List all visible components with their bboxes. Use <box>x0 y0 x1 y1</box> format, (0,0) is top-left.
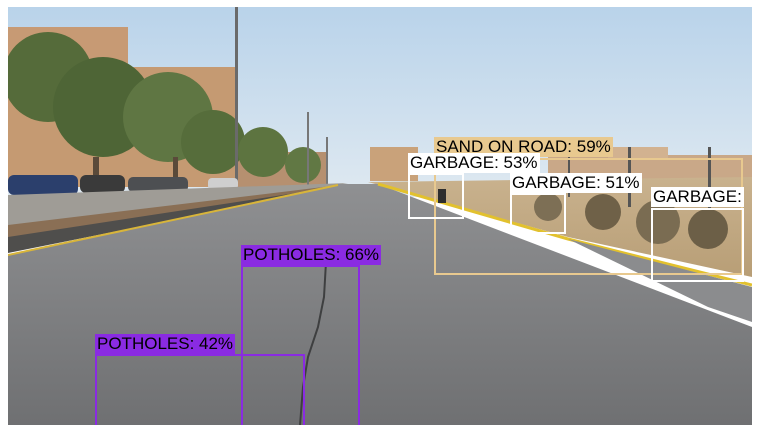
sand-on-road-detection-label: SAND ON ROAD: 59% <box>434 137 613 157</box>
pothole-detection-label-1: POTHOLES: 66% <box>241 245 382 265</box>
pothole-detection-label-2: POTHOLES: 42% <box>95 334 236 354</box>
garbage-detection-box-1 <box>408 173 464 219</box>
garbage-detection-box-2 <box>510 193 566 234</box>
road-scene-photo: SAND ON ROAD: 59% GARBAGE: 53% GARBAGE: … <box>8 7 752 425</box>
pothole-detection-box-1 <box>241 265 360 425</box>
garbage-detection-label-2: GARBAGE: 51% <box>510 173 642 193</box>
garbage-detection-box-3 <box>651 208 744 282</box>
street-photo-illustration <box>8 7 752 425</box>
pothole-detection-box-2 <box>95 354 305 425</box>
garbage-detection-label-1: GARBAGE: 53% <box>408 153 540 173</box>
garbage-detection-label-3: GARBAGE: <box>651 187 744 207</box>
